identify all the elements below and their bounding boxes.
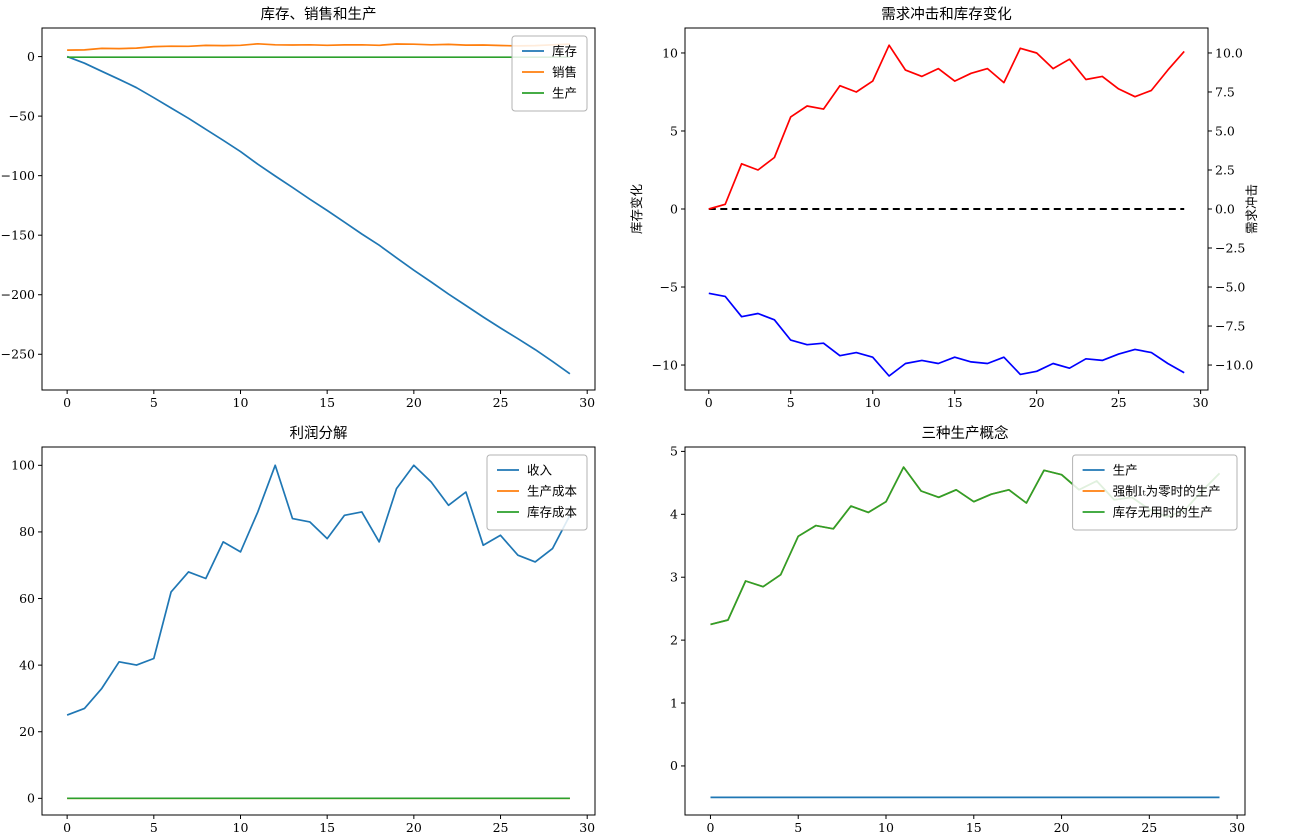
y-tick-label: −7.5: [1215, 318, 1245, 333]
y-tick-label: −10.0: [1215, 357, 1253, 372]
x-tick-label: 5: [150, 395, 158, 410]
x-tick-label: 5: [794, 820, 802, 835]
x-tick-label: 15: [319, 820, 335, 835]
y-axis-label-left: 库存变化: [629, 184, 644, 235]
x-tick-label: 10: [865, 395, 881, 410]
x-tick-label: 15: [319, 395, 335, 410]
y-tick-label: 0.0: [1215, 201, 1235, 216]
y-tick-label: 2.5: [1215, 162, 1235, 177]
legend-label-production: 生产: [552, 85, 577, 100]
x-tick-label: 20: [1054, 820, 1070, 835]
y-axis-left: 0 20 40 60 80 100: [11, 458, 42, 806]
y-tick-label: 20: [19, 724, 35, 739]
legend-label-revenue: 收入: [527, 462, 553, 477]
x-axis: 0 5 10 15 20 25 30: [63, 815, 595, 835]
chart-title: 需求冲击和库存变化: [881, 6, 1012, 23]
y-axis-label-right: 需求冲击: [1244, 184, 1259, 234]
x-tick-label: 10: [233, 820, 249, 835]
y-tick-label: 0: [670, 201, 678, 216]
x-tick-label: 10: [233, 395, 249, 410]
y-tick-label: 100: [11, 458, 35, 473]
y-tick-label: −150: [1, 227, 35, 242]
y-tick-label: 0: [27, 49, 35, 64]
y-tick-label: 5: [670, 123, 678, 138]
legend-label-production-concept: 生产: [1113, 462, 1138, 477]
chart-title: 利润分解: [290, 425, 348, 442]
x-tick-label: 0: [63, 395, 71, 410]
y-tick-label: 5: [670, 444, 678, 459]
inventory-change-line: [708, 292, 1185, 377]
x-tick-label: 20: [406, 395, 422, 410]
y-tick-label: −250: [1, 347, 35, 362]
y-tick-label: −2.5: [1215, 240, 1245, 255]
x-axis: 0 5 10 15 20 25 30: [63, 390, 595, 410]
subplot-inventory-sales-production: 库存、销售和生产 0 5 10 15 20 25 30 0 −50 −100 −150 −200 −250…: [1, 6, 596, 410]
x-tick-label: 30: [1193, 395, 1209, 410]
x-tick-label: 5: [150, 820, 158, 835]
x-tick-label: 15: [966, 820, 982, 835]
y-axis-left: 10 5 0 −5 −10: [652, 45, 685, 372]
x-axis: 0 5 10 15 20 25 30: [706, 815, 1245, 835]
y-axis-left: 0 1 2 3 4 5: [670, 444, 685, 773]
x-axis: 0 5 10 15 20 25 30: [705, 390, 1209, 410]
y-axis-right: 10.0 7.5 5.0 2.5 0.0 −2.5 −5.0 −7.5 −10.0: [1208, 45, 1253, 372]
y-tick-label: −5.0: [1215, 279, 1245, 294]
y-tick-label: −10: [652, 357, 678, 372]
legend-label-inventory-cost: 库存成本: [527, 504, 578, 519]
sales-line: [67, 42, 570, 51]
y-tick-label: −200: [1, 287, 35, 302]
x-tick-label: 30: [579, 395, 595, 410]
y-tick-label: 3: [670, 570, 678, 585]
x-tick-label: 30: [1229, 820, 1245, 835]
x-tick-label: 25: [493, 395, 509, 410]
y-tick-label: 60: [19, 591, 35, 606]
y-tick-label: −50: [9, 108, 35, 123]
y-tick-label: −5: [660, 279, 678, 294]
y-axis-left: 0 −50 −100 −150 −200 −250: [1, 49, 42, 362]
x-tick-label: 25: [1111, 395, 1127, 410]
legend-label-sales: 销售: [552, 64, 577, 79]
x-tick-label: 0: [63, 820, 71, 835]
y-tick-label: 0: [670, 758, 678, 773]
y-tick-label: 10.0: [1215, 45, 1243, 60]
y-tick-label: 0: [27, 791, 35, 806]
x-tick-label: 25: [493, 820, 509, 835]
y-tick-label: 1: [670, 695, 678, 710]
y-tick-label: 80: [19, 524, 35, 539]
demand-shock-line: [708, 44, 1185, 210]
y-tick-label: 4: [670, 507, 678, 522]
y-tick-label: −100: [1, 168, 35, 183]
legend-label-production-cost: 生产成本: [527, 483, 578, 498]
y-tick-label: 2: [670, 632, 678, 647]
subplot-demand-shock-inventory-change: 需求冲击和库存变化 0 5 10 15 20 25 30 10 5 0 −5 −10 10.0 7.5 5.0…: [629, 6, 1259, 410]
legend-box: [1072, 454, 1238, 531]
x-tick-label: 10: [878, 820, 894, 835]
x-tick-label: 25: [1141, 820, 1157, 835]
x-tick-label: 30: [579, 820, 595, 835]
revenue-line: [66, 464, 571, 716]
inventory-line: [66, 55, 571, 375]
chart-title: 三种生产概念: [922, 424, 1009, 442]
y-tick-label: 40: [19, 657, 35, 672]
x-tick-label: 0: [706, 820, 714, 835]
y-tick-label: 10: [662, 45, 678, 60]
y-tick-label: 5.0: [1215, 123, 1235, 138]
y-tick-label: 7.5: [1215, 84, 1235, 99]
subplot-three-production-concepts: 三种生产概念 0 5 10 15 20 25 30 0 1 2 3 4 5 生产强制Iₜ为零时的生产库存无用…: [670, 424, 1246, 835]
x-tick-label: 5: [787, 395, 795, 410]
x-tick-label: 20: [1029, 395, 1045, 410]
chart-title: 库存、销售和生产: [261, 6, 377, 23]
legend-label-forced-zero-inventory-production: 强制Iₜ为零时的生产: [1113, 483, 1221, 498]
x-tick-label: 20: [406, 820, 422, 835]
x-tick-label: 15: [947, 395, 963, 410]
legend-label-no-inventory-production: 库存无用时的生产: [1113, 504, 1213, 519]
legend-label-inventory: 库存: [552, 43, 577, 58]
x-tick-label: 0: [705, 395, 713, 410]
